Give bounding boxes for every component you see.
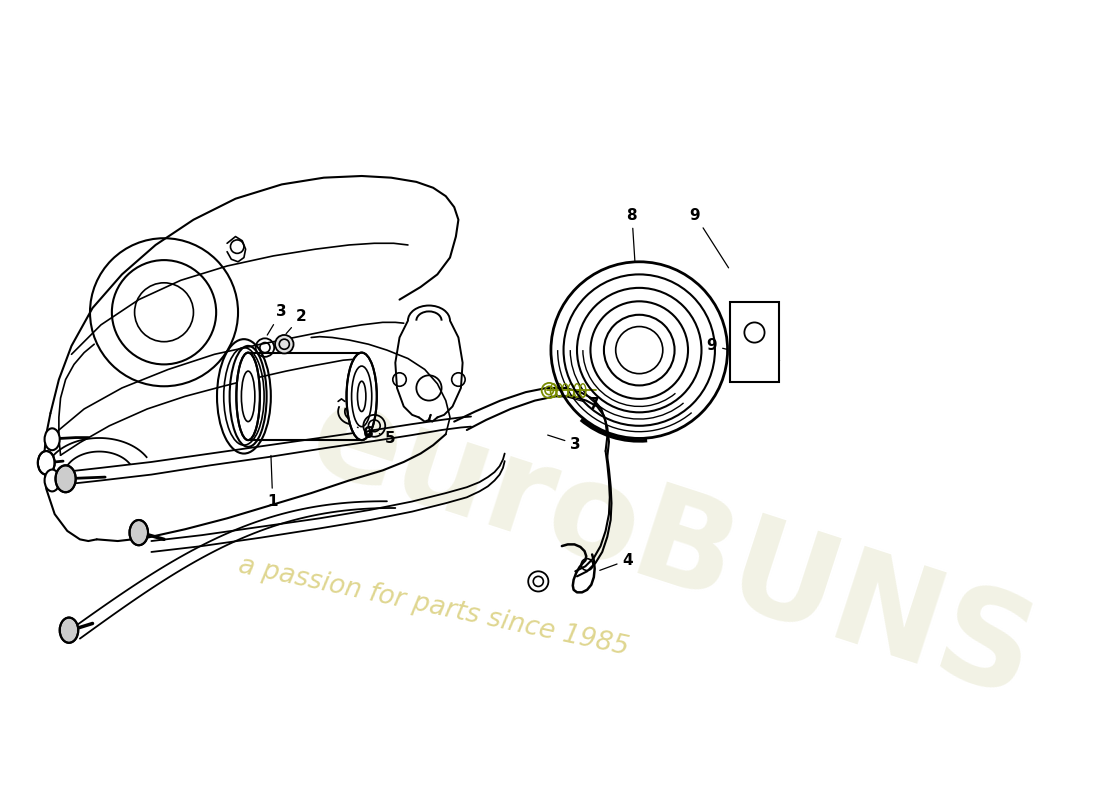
Text: a passion for parts since 1985: a passion for parts since 1985 — [235, 553, 630, 661]
Ellipse shape — [346, 353, 377, 440]
Text: 1: 1 — [267, 455, 278, 509]
Ellipse shape — [45, 470, 59, 491]
Text: 7: 7 — [568, 397, 600, 412]
Ellipse shape — [59, 618, 78, 643]
Ellipse shape — [45, 428, 59, 450]
FancyBboxPatch shape — [730, 302, 779, 382]
Ellipse shape — [236, 353, 260, 440]
Text: 5: 5 — [379, 430, 396, 446]
Text: 6: 6 — [358, 426, 374, 442]
Circle shape — [275, 335, 294, 354]
Ellipse shape — [55, 466, 76, 492]
Text: 9: 9 — [690, 208, 728, 268]
Text: 4: 4 — [600, 553, 632, 570]
Text: 3: 3 — [548, 435, 581, 451]
Text: euroBUNS: euroBUNS — [295, 371, 1049, 725]
Text: 9: 9 — [706, 338, 727, 353]
Ellipse shape — [37, 451, 55, 474]
Text: 8: 8 — [627, 208, 637, 261]
Text: 2: 2 — [286, 309, 307, 334]
Text: 3: 3 — [267, 305, 286, 335]
Ellipse shape — [130, 520, 148, 546]
